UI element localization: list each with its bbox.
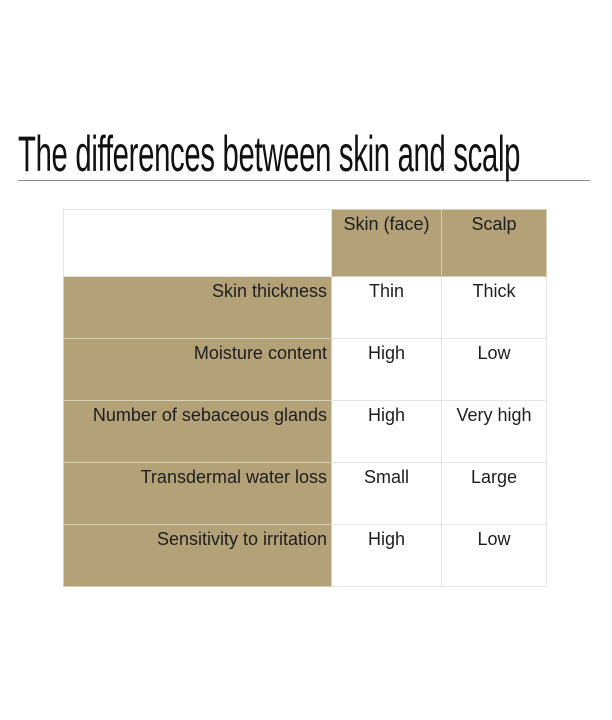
scalp-value: Low bbox=[441, 338, 547, 401]
table-header-row: Skin (face) Scalp bbox=[63, 209, 547, 277]
scalp-value: Very high bbox=[441, 400, 547, 463]
scalp-value: Thick bbox=[441, 276, 547, 339]
row-label: Moisture content bbox=[63, 338, 332, 401]
page-title: The differences between skin and scalp bbox=[18, 126, 521, 182]
skin-value: Small bbox=[331, 462, 442, 525]
header-skin-face: Skin (face) bbox=[331, 209, 442, 277]
table-row: Moisture content High Low bbox=[63, 338, 547, 401]
skin-value: High bbox=[331, 524, 442, 587]
table-row: Sensitivity to irritation High Low bbox=[63, 524, 547, 587]
scalp-value: Large bbox=[441, 462, 547, 525]
row-label: Skin thickness bbox=[63, 276, 332, 339]
comparison-table: Skin (face) Scalp Skin thickness Thin Th… bbox=[63, 209, 547, 587]
skin-value: High bbox=[331, 338, 442, 401]
table-row: Number of sebaceous glands High Very hig… bbox=[63, 400, 547, 463]
table-row: Skin thickness Thin Thick bbox=[63, 276, 547, 339]
header-empty-cell bbox=[63, 209, 332, 277]
row-label: Transdermal water loss bbox=[63, 462, 332, 525]
skin-value: Thin bbox=[331, 276, 442, 339]
skin-value: High bbox=[331, 400, 442, 463]
row-label: Number of sebaceous glands bbox=[63, 400, 332, 463]
title-block: The differences between skin and scalp bbox=[18, 128, 590, 181]
header-scalp: Scalp bbox=[441, 209, 547, 277]
scalp-value: Low bbox=[441, 524, 547, 587]
table-row: Transdermal water loss Small Large bbox=[63, 462, 547, 525]
row-label: Sensitivity to irritation bbox=[63, 524, 332, 587]
